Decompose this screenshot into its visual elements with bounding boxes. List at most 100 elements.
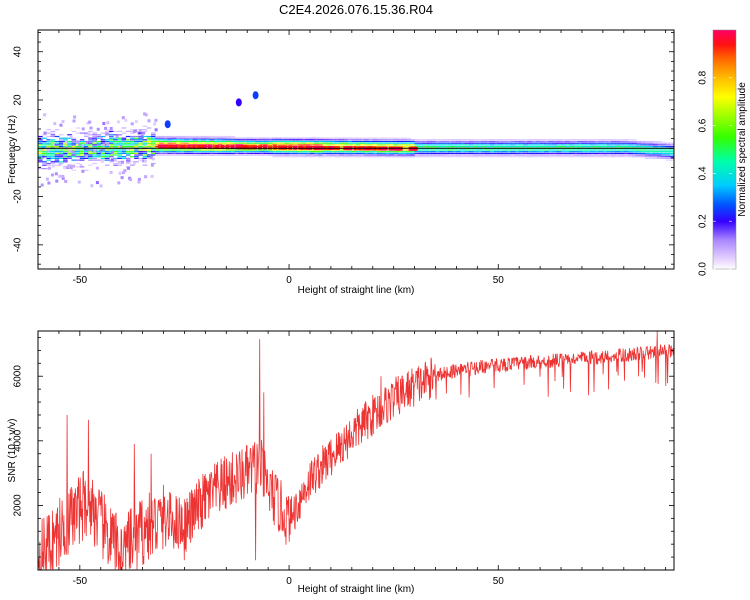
heatmap-cell xyxy=(598,146,604,148)
heatmap-cell xyxy=(611,149,616,151)
heatmap-cell xyxy=(469,140,474,143)
heatmap-cell xyxy=(298,145,303,150)
heatmap-cell xyxy=(255,137,261,139)
heatmap-cell xyxy=(142,140,148,143)
heatmap-cell xyxy=(611,156,616,158)
heatmap-cell xyxy=(393,156,399,158)
heatmap-cell xyxy=(92,137,97,139)
heatmap-cell xyxy=(213,151,219,153)
heatmap-cell xyxy=(397,142,403,144)
heatmap-cell xyxy=(535,144,541,146)
heatmap-cell xyxy=(653,140,658,143)
heatmap-cell xyxy=(452,154,457,156)
heatmap-cell xyxy=(188,149,194,151)
heatmap-cell xyxy=(640,154,646,156)
heatmap-cell xyxy=(125,135,131,138)
heatmap-cell xyxy=(268,144,273,146)
heatmap-cell xyxy=(489,151,495,153)
colorbar-label: Normalized spectral amplitude xyxy=(737,82,748,217)
heatmap-cell xyxy=(104,149,110,151)
heatmap-cell xyxy=(310,149,315,151)
heatmap-cell xyxy=(259,137,265,139)
heatmap-cell xyxy=(414,154,420,156)
heatmap-cell xyxy=(121,157,127,159)
heatmap-cell xyxy=(443,146,449,148)
heatmap-cell xyxy=(510,152,516,154)
heatmap-cell xyxy=(226,144,231,146)
heatmap-cell xyxy=(280,145,285,150)
heatmap-cell xyxy=(607,149,612,151)
heatmap-cell xyxy=(88,152,93,154)
heatmap-cell xyxy=(106,129,110,133)
heatmap-cell xyxy=(184,135,189,138)
heatmap-cell xyxy=(176,154,181,156)
heatmap-cell xyxy=(205,135,210,138)
heatmap-cell xyxy=(540,152,545,154)
heatmap-cell xyxy=(88,159,93,161)
heatmap-cell xyxy=(615,154,620,156)
heatmap-cell xyxy=(632,142,637,144)
heatmap-cell xyxy=(548,151,554,153)
heatmap-cell xyxy=(402,142,407,144)
heatmap-cell xyxy=(381,144,386,146)
heatmap-cell xyxy=(159,154,164,156)
heatmap-cell xyxy=(406,140,411,143)
heatmap-cell xyxy=(552,151,558,153)
heatmap-cell xyxy=(402,146,407,148)
heatmap-cell xyxy=(561,146,566,148)
heatmap-cell xyxy=(657,157,662,159)
heatmap-cell xyxy=(150,163,154,167)
heatmap-cell xyxy=(452,151,457,153)
heatmap-cell xyxy=(272,140,277,143)
heatmap-cell xyxy=(456,142,461,144)
heatmap-cell xyxy=(456,151,461,153)
heatmap-cell xyxy=(569,156,574,158)
heatmap-cell xyxy=(506,142,512,144)
heatmap-cell xyxy=(50,139,56,141)
heatmap-cell xyxy=(372,137,378,139)
heatmap-cell xyxy=(351,152,357,154)
heatmap-cell xyxy=(146,149,152,151)
heatmap-cell xyxy=(318,140,323,143)
heatmap-cell xyxy=(393,144,399,146)
heatmap-cell xyxy=(104,132,110,134)
heatmap-cell xyxy=(184,142,189,144)
heatmap-cell xyxy=(121,139,127,141)
heatmap-cell xyxy=(213,140,219,143)
colorbar-tick-label: 0.6 xyxy=(698,118,709,132)
heatmap-cell xyxy=(96,151,102,153)
heatmap-cell xyxy=(632,149,637,151)
heatmap-cell xyxy=(104,134,110,136)
colorbar-tick-label: 0.8 xyxy=(698,70,709,84)
heatmap-cell xyxy=(50,140,56,143)
heatmap-cell xyxy=(46,144,51,146)
heatmap-cell xyxy=(125,146,131,148)
heatmap-cell xyxy=(510,146,516,148)
heatmap-cell xyxy=(552,144,558,146)
heatmap-cell xyxy=(640,151,646,153)
heatmap-cell xyxy=(88,144,93,146)
heatmap-cell xyxy=(347,137,353,139)
heatmap-cell xyxy=(42,149,47,151)
heatmap-cell xyxy=(607,156,612,158)
heatmap-cell xyxy=(422,144,428,146)
heatmap-cell xyxy=(381,156,386,158)
heatmap-cell xyxy=(217,140,223,143)
heatmap-cell xyxy=(460,151,466,153)
heatmap-cell xyxy=(289,149,294,151)
heatmap-cell xyxy=(121,142,127,144)
heatmap-cell xyxy=(485,142,491,144)
heatmap-cell xyxy=(535,140,541,143)
heatmap-cell xyxy=(594,140,600,143)
heatmap-cell xyxy=(263,144,269,146)
heatmap-cell xyxy=(255,144,261,146)
heatmap-cell xyxy=(113,144,118,146)
heatmap-cell xyxy=(402,140,407,143)
heatmap-cell xyxy=(343,151,348,153)
heatmap-cell xyxy=(552,152,558,154)
heatmap-cell xyxy=(113,151,118,153)
heatmap-cell xyxy=(661,151,666,153)
heatmap-cell xyxy=(297,139,302,141)
heatmap-cell xyxy=(397,140,403,143)
heatmap-cell xyxy=(385,140,390,143)
